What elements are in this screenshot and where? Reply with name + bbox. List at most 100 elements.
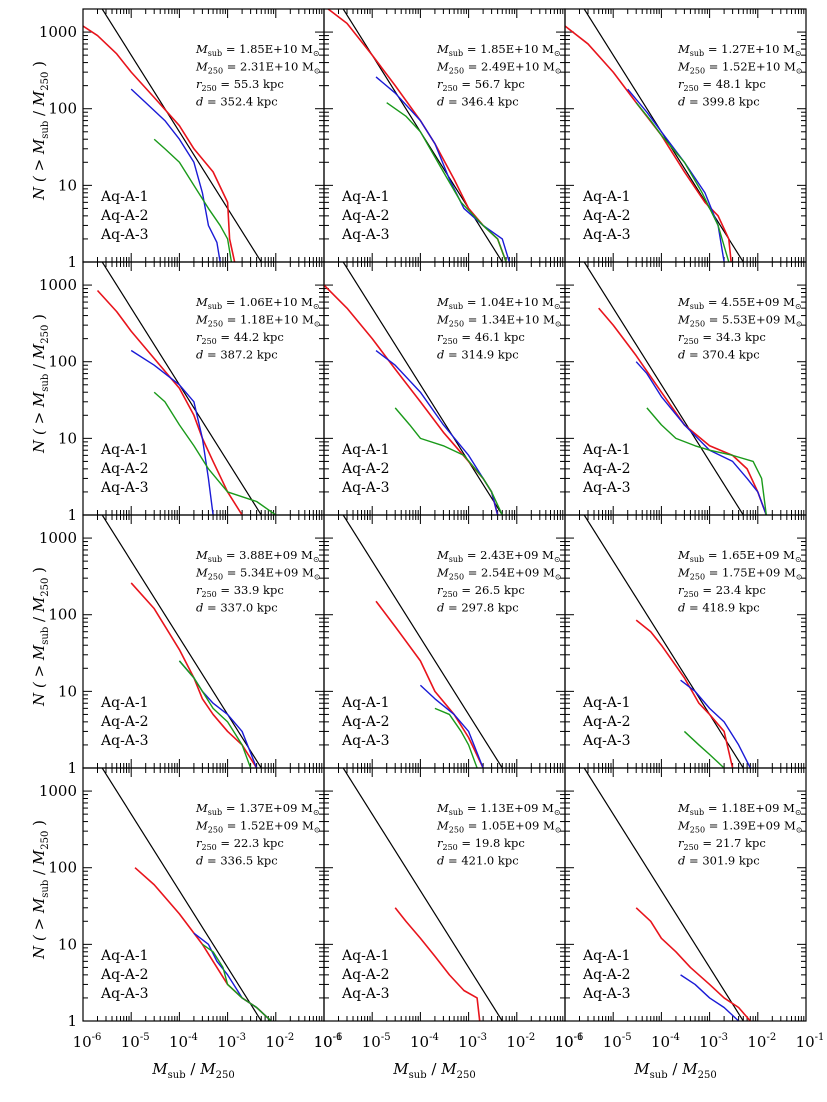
x-tick-label: 10-5	[362, 1032, 391, 1051]
annotation-distance: d = 399.8 kpc	[678, 95, 760, 109]
series-line-aq-a-1	[130, 582, 258, 768]
reference-line	[342, 768, 503, 1021]
y-tick-label: 100	[48, 859, 77, 877]
panel-3: Msub = 1.27E+10 M⊙ M250 = 1.52E+10 M⊙r250…	[564, 8, 807, 263]
series-line-aq-a-2	[680, 679, 751, 768]
panel-annotation: Msub = 1.04E+10 M⊙ M250 = 1.34E+10 M⊙r250…	[436, 295, 561, 362]
panel-data	[96, 262, 277, 515]
annotation-m250: M250 = 1.52E+10 M⊙	[677, 60, 802, 76]
panel-data	[326, 9, 510, 262]
y-tick-label: 1000	[39, 276, 77, 294]
panel-5: Msub = 1.04E+10 M⊙ M250 = 1.34E+10 M⊙r250…	[323, 261, 566, 516]
annotation-m250: M250 = 2.31E+10 M⊙	[195, 60, 320, 76]
legend-item-aq-a-3: Aq-A-3	[582, 733, 631, 749]
annotation-r250: r250 = 23.4 kpc	[678, 583, 766, 599]
annotation-distance: d = 421.0 kpc	[437, 854, 519, 868]
legend-item-aq-a-2: Aq-A-2	[582, 208, 631, 224]
panel-data	[324, 262, 503, 515]
y-tick-label: 10	[58, 429, 77, 447]
panel-legend: Aq-A-1 Aq-A-2 Aq-A-3	[582, 948, 631, 1002]
legend-item-aq-a-2: Aq-A-2	[341, 208, 390, 224]
annotation-distance: d = 418.9 kpc	[678, 601, 760, 615]
series-line-aq-a-1	[394, 907, 481, 1021]
annotation-msub: Msub = 3.88E+09 M⊙	[195, 548, 320, 564]
annotation-msub: Msub = 1.18E+09 M⊙	[677, 801, 802, 817]
annotation-distance: d = 337.0 kpc	[196, 601, 278, 615]
x-tick-label: 10-4	[651, 1032, 680, 1051]
legend-item-aq-a-3: Aq-A-3	[100, 480, 149, 496]
panel-4: Msub = 1.06E+10 M⊙ M250 = 1.18E+10 M⊙r250…	[82, 261, 325, 516]
series-line-aq-a-1	[83, 25, 236, 262]
legend-item-aq-a-3: Aq-A-3	[341, 733, 390, 749]
legend-item-aq-a-1: Aq-A-1	[100, 948, 149, 964]
legend-item-aq-a-2: Aq-A-2	[341, 714, 390, 730]
panel-data	[342, 768, 503, 1021]
reference-line	[101, 9, 262, 262]
series-line-aq-a-1	[598, 307, 768, 515]
panel-12: Msub = 1.18E+09 M⊙ M250 = 1.39E+09 M⊙r250…	[564, 767, 807, 1022]
annotation-r250: r250 = 22.3 kpc	[196, 836, 284, 852]
series-line-aq-a-2	[419, 684, 484, 768]
annotation-msub: Msub = 1.37E+09 M⊙	[195, 801, 320, 817]
panel-1: Msub = 1.85E+10 M⊙ M250 = 2.31E+10 M⊙r250…	[82, 8, 325, 263]
annotation-distance: d = 346.4 kpc	[437, 95, 519, 109]
legend-item-aq-a-2: Aq-A-2	[582, 461, 631, 477]
series-line-aq-a-3	[153, 138, 233, 262]
panel-annotation: Msub = 1.85E+10 M⊙ M250 = 2.49E+10 M⊙r250…	[436, 42, 561, 109]
y-tick-label: 100	[48, 100, 77, 118]
x-tick-label: 10-3	[458, 1032, 487, 1051]
series-line-aq-a-3	[434, 707, 478, 768]
series-line-aq-a-3	[178, 660, 252, 768]
reference-line	[342, 262, 503, 515]
series-line-aq-a-2	[130, 349, 214, 515]
series-line-aq-a-2	[130, 88, 221, 262]
panel-annotation: Msub = 3.88E+09 M⊙ M250 = 5.34E+09 M⊙r250…	[195, 548, 320, 615]
panel-11: Msub = 1.13E+09 M⊙ M250 = 1.05E+09 M⊙r250…	[323, 767, 566, 1022]
reference-line	[101, 768, 262, 1021]
y-tick-label: 10	[58, 176, 77, 194]
annotation-msub: Msub = 1.65E+09 M⊙	[677, 548, 802, 564]
annotation-m250: M250 = 1.52E+09 M⊙	[195, 819, 320, 835]
panel-legend: Aq-A-1 Aq-A-2 Aq-A-3	[341, 189, 390, 243]
annotation-r250: r250 = 26.5 kpc	[437, 583, 525, 599]
annotation-m250: M250 = 1.34E+10 M⊙	[436, 313, 561, 329]
annotation-r250: r250 = 55.3 kpc	[196, 77, 284, 93]
x-tick-label: 10-1	[796, 1032, 825, 1051]
series-line-aq-a-3	[635, 102, 730, 262]
y-axis-label: N ( > Msub / M250 )	[30, 61, 51, 201]
x-tick-label: 10-2	[265, 1032, 294, 1051]
panel-annotation: Msub = 1.37E+09 M⊙ M250 = 1.52E+09 M⊙r250…	[195, 801, 320, 868]
legend-item-aq-a-1: Aq-A-1	[100, 695, 149, 711]
series-line-aq-a-3	[153, 391, 277, 515]
panel-annotation: Msub = 1.13E+09 M⊙ M250 = 1.05E+09 M⊙r250…	[436, 801, 561, 868]
series-line-aq-a-2	[375, 349, 499, 515]
annotation-msub: Msub = 2.43E+09 M⊙	[436, 548, 561, 564]
x-tick-label: 10-5	[121, 1032, 150, 1051]
panel-legend: Aq-A-1 Aq-A-2 Aq-A-3	[582, 189, 631, 243]
panel-ticks	[82, 514, 324, 769]
series-line-aq-a-1	[375, 600, 484, 768]
annotation-m250: M250 = 2.49E+10 M⊙	[436, 60, 561, 76]
legend-item-aq-a-1: Aq-A-1	[341, 948, 390, 964]
x-axis-label: Msub / M250	[151, 1060, 234, 1081]
panel-8: Msub = 2.43E+09 M⊙ M250 = 2.54E+09 M⊙r250…	[323, 514, 566, 769]
series-line-aq-a-2	[375, 76, 510, 262]
x-tick-label: 10-3	[217, 1032, 246, 1051]
x-tick-label: 10-2	[747, 1032, 776, 1051]
legend-item-aq-a-2: Aq-A-2	[582, 714, 631, 730]
series-line-aq-a-3	[683, 730, 725, 768]
reference-line	[583, 768, 744, 1021]
panel-legend: Aq-A-1 Aq-A-2 Aq-A-3	[341, 695, 390, 749]
panel-7: Msub = 3.88E+09 M⊙ M250 = 5.34E+09 M⊙r250…	[82, 514, 325, 769]
x-tick-label: 10-6	[314, 1032, 343, 1051]
panel-data	[583, 262, 768, 515]
y-axis-label: N ( > Msub / M250 )	[30, 314, 51, 454]
annotation-msub: Msub = 1.06E+10 M⊙	[195, 295, 320, 311]
panel-ticks	[564, 261, 806, 516]
panel-ticks	[82, 767, 324, 1022]
y-tick-label: 100	[48, 353, 77, 371]
x-axis-label: Msub / M250	[392, 1060, 475, 1081]
annotation-r250: r250 = 56.7 kpc	[437, 77, 525, 93]
panel-annotation: Msub = 1.65E+09 M⊙ M250 = 1.75E+09 M⊙r250…	[677, 548, 802, 615]
panel-data	[583, 515, 751, 768]
